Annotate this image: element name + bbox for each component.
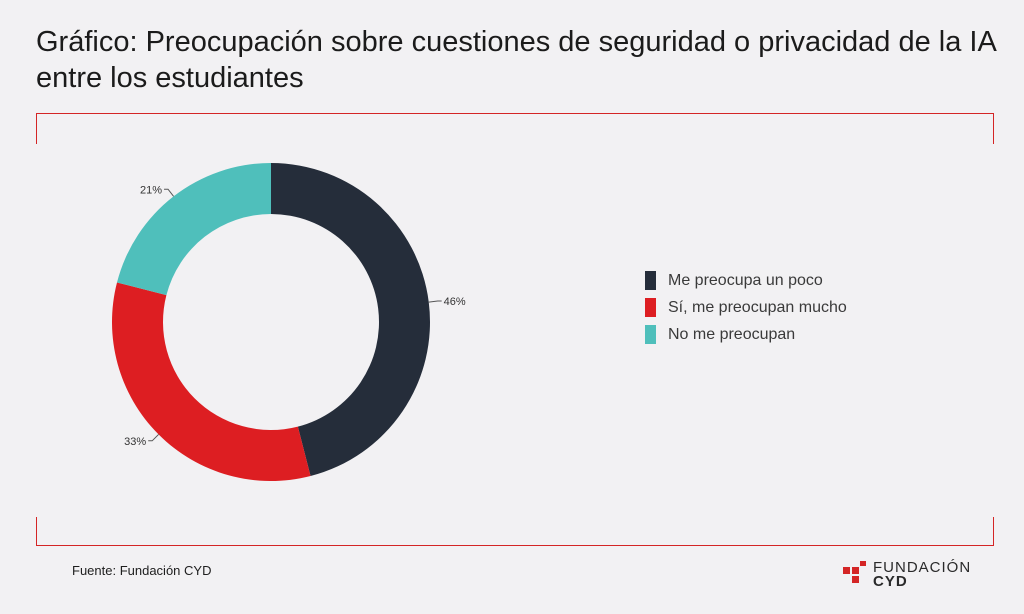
legend-swatch	[645, 325, 656, 344]
donut-slice-0	[271, 163, 430, 477]
slice-label-1: 33%	[124, 436, 146, 448]
legend-label: Me preocupa un poco	[668, 271, 823, 289]
legend-swatch	[645, 271, 656, 290]
slice-leader-line-0	[428, 300, 442, 303]
donut-slice-2	[116, 163, 272, 296]
source-note: Fuente: Fundación CYD	[72, 563, 212, 578]
fundacion-cyd-logo: FUNDACIÓN CYD	[843, 559, 972, 590]
slice-leader-line-1	[148, 434, 159, 442]
legend-label: Sí, me preocupan mucho	[668, 298, 847, 316]
chart-title: Gráfico: Preocupación sobre cuestiones d…	[36, 26, 996, 94]
frame-bottom-bracket	[36, 517, 994, 546]
legend-label: No me preocupan	[668, 325, 796, 343]
donut-slice-1	[112, 282, 311, 481]
slice-label-0: 46%	[444, 296, 466, 308]
frame-top-bracket	[36, 113, 994, 144]
legend: Me preocupa un poco Sí, me preocupan muc…	[645, 267, 847, 348]
logo-squares-icon	[843, 561, 867, 583]
slice-leader-line-2	[164, 188, 174, 197]
legend-swatch	[645, 298, 656, 317]
logo-line-2: CYD	[873, 573, 908, 590]
legend-item-si-me-preocupan-mucho: Sí, me preocupan mucho	[645, 294, 847, 321]
slice-label-2: 21%	[140, 184, 162, 196]
logo-line-1: FUNDACIÓN	[873, 559, 972, 576]
legend-item-me-preocupa-un-poco: Me preocupa un poco	[645, 267, 847, 294]
legend-item-no-me-preocupan: No me preocupan	[645, 321, 847, 348]
